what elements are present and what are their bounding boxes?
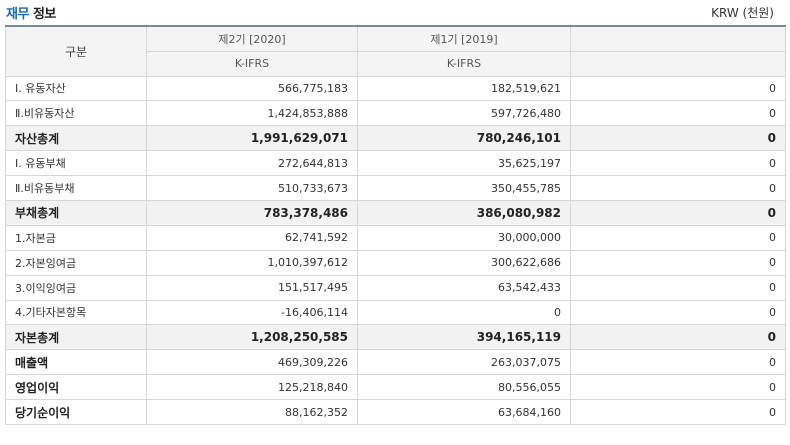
value-empty-period: 0 <box>570 100 786 127</box>
value-2020: 566,775,183 <box>146 75 358 102</box>
section-title-rest: 정보 <box>28 7 56 22</box>
value-2020: 151,517,495 <box>146 274 358 301</box>
row-label: 2.자본잉여금 <box>5 249 147 276</box>
table-row: 2.자본잉여금 1,010,397,612 300,622,686 0 <box>5 249 786 276</box>
table-row: 4.기타자본항목 -16,406,114 0 0 <box>5 299 786 326</box>
financial-table: 구분 제2기 [2020] 제1기 [2019] K-IFRS K-IFRS Ⅰ… <box>5 25 786 425</box>
table-row: 자본총계 1,208,250,585 394,165,119 0 <box>5 324 786 351</box>
standard-header <box>570 50 786 77</box>
value-empty-period: 0 <box>570 125 786 152</box>
table-row: Ⅱ.비유동부채 510,733,673 350,455,785 0 <box>5 175 786 201</box>
table-row: Ⅰ. 유동자산 566,775,183 182,519,621 0 <box>5 75 786 102</box>
value-2020: 88,162,352 <box>146 399 358 425</box>
value-2019: 394,165,119 <box>357 324 571 351</box>
row-label: 영업이익 <box>5 374 147 401</box>
value-2020: 510,733,673 <box>146 175 358 201</box>
period-header: 제2기 [2020] <box>146 25 358 52</box>
value-2020: 1,208,250,585 <box>146 324 358 351</box>
value-empty-period: 0 <box>570 399 786 425</box>
value-2019: 35,625,197 <box>357 150 571 177</box>
row-label: Ⅰ. 유동부채 <box>5 150 147 177</box>
value-2020: -16,406,114 <box>146 299 358 326</box>
row-label: 3.이익잉여금 <box>5 274 147 301</box>
value-empty-period: 0 <box>570 199 786 226</box>
value-2020: 783,378,486 <box>146 199 358 226</box>
currency-unit: KRW (천원) <box>711 6 774 20</box>
standard-header-row: K-IFRS K-IFRS <box>6 50 786 77</box>
value-empty-period: 0 <box>570 249 786 276</box>
gubun-header: 구분 <box>5 25 147 77</box>
value-2019: 386,080,982 <box>357 199 571 226</box>
row-label: 매출액 <box>5 349 147 376</box>
value-2019: 63,684,160 <box>357 399 571 425</box>
value-2020: 62,741,592 <box>146 224 358 251</box>
value-empty-period: 0 <box>570 175 786 201</box>
value-2019: 0 <box>357 299 571 326</box>
value-empty-period: 0 <box>570 324 786 351</box>
row-label: 자본총계 <box>5 324 147 351</box>
value-empty-period: 0 <box>570 374 786 401</box>
value-empty-period: 0 <box>570 150 786 177</box>
value-2019: 182,519,621 <box>357 75 571 102</box>
period-header <box>570 25 786 52</box>
table-row: Ⅱ.비유동자산 1,424,853,888 597,726,480 0 <box>5 100 786 127</box>
row-label: 1.자본금 <box>5 224 147 251</box>
row-label: Ⅱ.비유동부채 <box>5 175 147 201</box>
row-label: 부채총계 <box>5 199 147 226</box>
value-2019: 300,622,686 <box>357 249 571 276</box>
value-2020: 272,644,813 <box>146 150 358 177</box>
value-2019: 350,455,785 <box>357 175 571 201</box>
value-empty-period: 0 <box>570 274 786 301</box>
standard-header: K-IFRS <box>146 50 358 77</box>
value-empty-period: 0 <box>570 224 786 251</box>
row-label: 4.기타자본항목 <box>5 299 147 326</box>
period-header-row: 구분 제2기 [2020] 제1기 [2019] <box>5 25 786 77</box>
value-2019: 63,542,433 <box>357 274 571 301</box>
period-header: 제1기 [2019] <box>357 25 571 52</box>
table-row: Ⅰ. 유동부채 272,644,813 35,625,197 0 <box>5 150 786 177</box>
table-row: 1.자본금 62,741,592 30,000,000 0 <box>5 224 786 251</box>
row-label: Ⅱ.비유동자산 <box>5 100 147 127</box>
value-2020: 469,309,226 <box>146 349 358 376</box>
value-empty-period: 0 <box>570 299 786 326</box>
table-row: 당기순이익 88,162,352 63,684,160 0 <box>5 399 786 425</box>
section-title: 재무 정보 <box>6 3 56 22</box>
row-label: 당기순이익 <box>5 399 147 425</box>
value-2019: 30,000,000 <box>357 224 571 251</box>
value-2020: 125,218,840 <box>146 374 358 401</box>
value-2019: 597,726,480 <box>357 100 571 127</box>
section-title-accent: 재무 <box>6 7 29 22</box>
table-row: 자산총계 1,991,629,071 780,246,101 0 <box>5 125 786 152</box>
value-2020: 1,424,853,888 <box>146 100 358 127</box>
value-empty-period: 0 <box>570 75 786 102</box>
value-2019: 80,556,055 <box>357 374 571 401</box>
table-row: 부채총계 783,378,486 386,080,982 0 <box>5 199 786 226</box>
value-2019: 780,246,101 <box>357 125 571 152</box>
value-2020: 1,991,629,071 <box>146 125 358 152</box>
table-row: 매출액 469,309,226 263,037,075 0 <box>5 349 786 376</box>
value-2020: 1,010,397,612 <box>146 249 358 276</box>
section-header: 재무 정보 KRW (천원) <box>0 0 790 24</box>
standard-header: K-IFRS <box>357 50 571 77</box>
table-row: 3.이익잉여금 151,517,495 63,542,433 0 <box>5 274 786 301</box>
row-label: 자산총계 <box>5 125 147 152</box>
table-row: 영업이익 125,218,840 80,556,055 0 <box>5 374 786 401</box>
value-2019: 263,037,075 <box>357 349 571 376</box>
value-empty-period: 0 <box>570 349 786 376</box>
row-label: Ⅰ. 유동자산 <box>5 75 147 102</box>
